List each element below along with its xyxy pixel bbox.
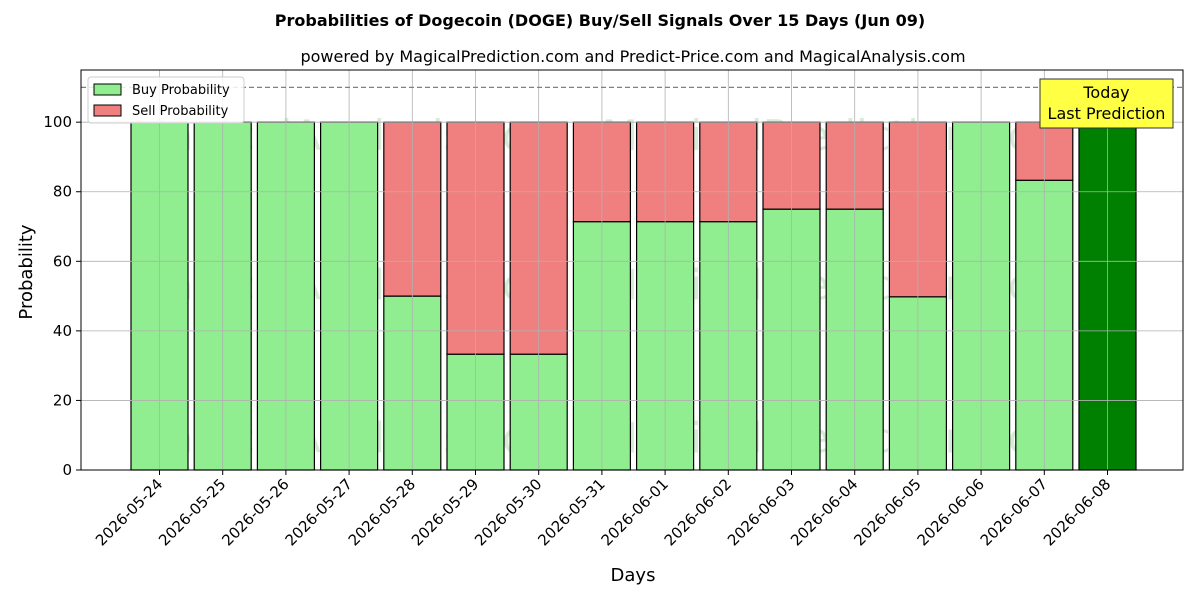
axes-frame (80, 69, 1184, 471)
x-tick-label: 2026-06-07 (977, 475, 1051, 549)
x-tick-label: 2026-05-30 (471, 475, 545, 549)
x-tick-label: 2026-06-08 (1040, 475, 1114, 549)
y-axis-label: Probability (16, 224, 37, 319)
legend-box (87, 76, 245, 124)
x-tick-label: 2026-05-27 (282, 475, 356, 549)
legend-swatch (93, 104, 122, 117)
legend-label: Sell Probability (132, 104, 229, 119)
x-tick-label: 2026-06-02 (661, 475, 735, 549)
x-tick-label: 2026-05-25 (155, 475, 229, 549)
x-tick-label: 2026-05-28 (345, 475, 419, 549)
y-tick-label: 80 (53, 183, 72, 201)
x-axis-label: Days (611, 565, 656, 586)
chart-title: Probabilities of Dogecoin (DOGE) Buy/Sel… (275, 11, 926, 30)
today-annotation-text: Today (1082, 83, 1129, 102)
today-annotation-text: Last Prediction (1048, 104, 1166, 123)
x-tick-label: 2026-05-24 (92, 475, 166, 549)
y-tick-label: 20 (53, 391, 72, 409)
y-tick-label: 100 (43, 113, 72, 131)
legend-swatch (93, 83, 122, 96)
legend-label: Buy Probability (132, 83, 230, 98)
x-tick-label: 2026-05-31 (534, 475, 608, 549)
y-tick-label: 40 (53, 322, 72, 340)
x-tick-label: 2026-05-29 (408, 475, 482, 549)
x-tick-label: 2026-05-26 (218, 475, 292, 549)
y-tick-label: 0 (62, 461, 72, 479)
y-tick-label: 60 (53, 252, 72, 270)
chart-subtitle: powered by MagicalPrediction.com and Pre… (300, 47, 965, 66)
x-tick-label: 2026-06-06 (914, 475, 988, 549)
x-tick-label: 2026-06-05 (850, 475, 924, 549)
x-tick-label: 2026-06-03 (724, 475, 798, 549)
plot-area: MagicalAnalysis.comMagicalPrediction.com… (43, 69, 1184, 549)
x-tick-label: 2026-06-01 (598, 475, 672, 549)
today-annotation-box (1039, 78, 1174, 129)
x-tick-label: 2026-06-04 (787, 475, 861, 549)
